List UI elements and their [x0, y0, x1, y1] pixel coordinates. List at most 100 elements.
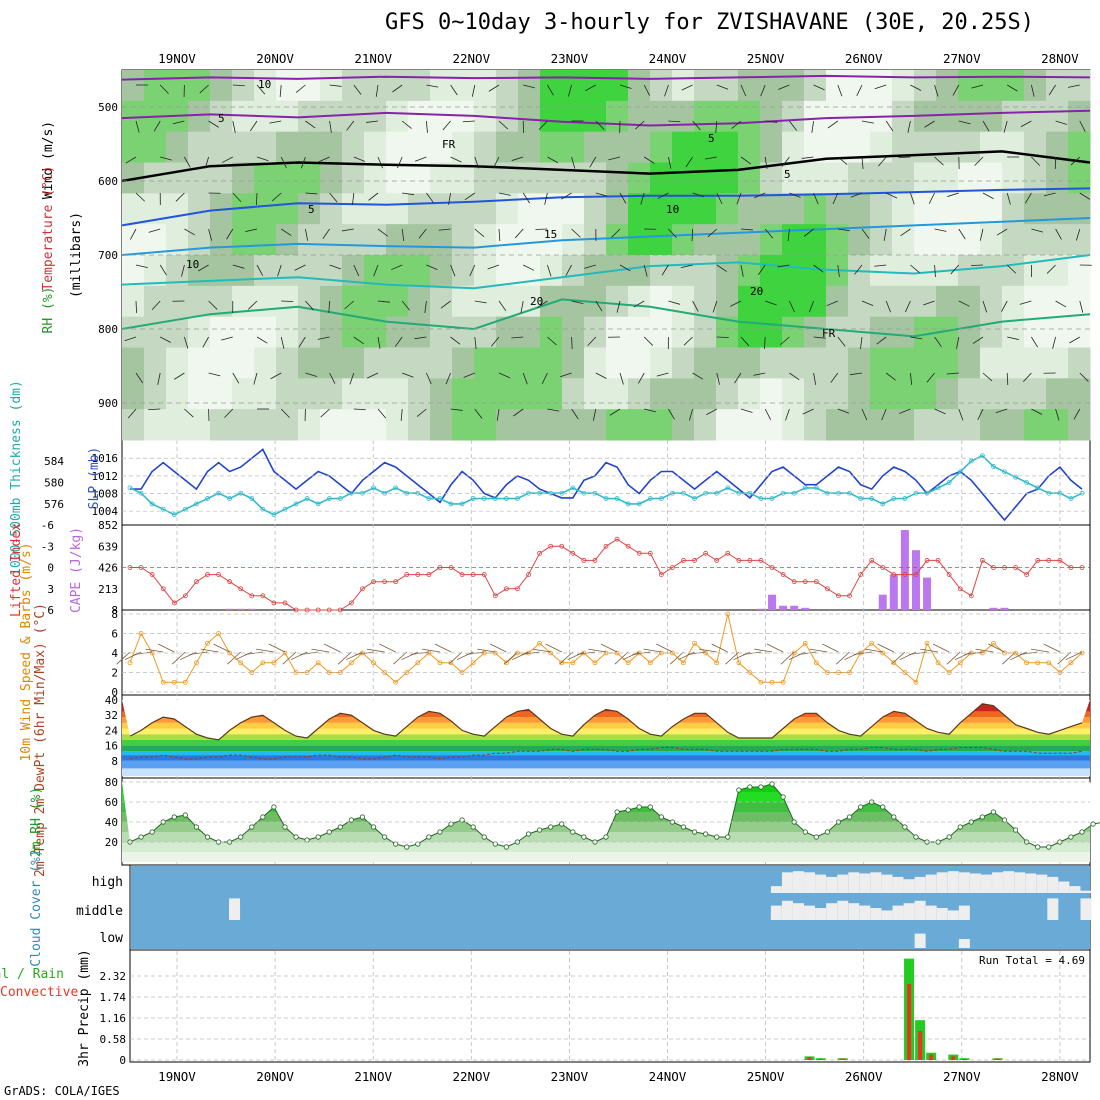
wind-barb — [1079, 372, 1089, 382]
rh-shade-cell — [716, 100, 739, 133]
rh-shade-cell — [430, 347, 453, 379]
rh-shade-cell — [474, 224, 497, 256]
rh-shade-cell — [804, 316, 827, 348]
wind-barb — [779, 336, 790, 346]
rh-point — [370, 824, 377, 830]
rh-shade-cell — [144, 131, 167, 163]
rh-shade-cell — [342, 193, 365, 225]
wind-barb — [789, 120, 797, 131]
lifted-index-point — [725, 550, 731, 556]
rh-shade-cell — [782, 347, 805, 379]
wind-barb — [926, 372, 935, 383]
wind-speed-point — [171, 679, 177, 685]
lifted-index-point — [902, 572, 908, 577]
surface-wind-barb — [1065, 651, 1083, 661]
rh-shade-cell — [342, 224, 365, 256]
wind-barb — [547, 156, 559, 164]
wind-barb — [226, 228, 234, 240]
rh-shade-cell — [936, 378, 959, 410]
rh-shade-cell — [628, 193, 651, 225]
cloud-cell-high — [969, 873, 981, 893]
wind-barb — [1067, 84, 1080, 88]
wind-barb — [390, 264, 403, 271]
rh-shade-cell — [122, 378, 145, 410]
wind-barb — [656, 372, 669, 377]
wind-barb — [157, 372, 161, 385]
rh-shade-cell — [166, 316, 189, 348]
rh-shade-cell — [232, 131, 255, 163]
rh-shade-cell — [606, 347, 629, 379]
wind-barb — [426, 84, 439, 88]
rh-shade-cell — [958, 193, 981, 225]
cloud-cell-high — [992, 872, 1004, 893]
lifted-index-point — [979, 558, 985, 563]
lifted-index-point — [581, 558, 587, 563]
wind-barb — [910, 264, 920, 274]
rh-shade-cell — [562, 193, 585, 225]
rh-shade-cell — [606, 70, 629, 102]
wind-barb — [977, 408, 984, 420]
cloud-cell-high — [859, 873, 871, 893]
rh-shade-cell — [1068, 316, 1091, 348]
thickness-point — [647, 496, 653, 501]
wind-barb — [353, 408, 366, 411]
rh-shade-cell — [694, 100, 717, 133]
rh-shade-cell — [804, 409, 827, 441]
lifted-index-point — [747, 558, 753, 563]
rh-point — [1035, 844, 1041, 850]
rh-point — [481, 834, 487, 840]
rh-shade-cell — [1002, 347, 1025, 379]
cape-tick-label: 213 — [98, 583, 118, 596]
cloud-cell-high — [804, 872, 816, 893]
wind-barb — [692, 120, 701, 131]
rh-shade-cell — [1068, 378, 1091, 410]
rh-shade-cell — [496, 162, 519, 194]
rh-point — [802, 829, 808, 835]
rh-shade-cell — [782, 409, 805, 441]
surface-wind-barb — [559, 651, 574, 665]
rh-shade-cell — [760, 255, 783, 287]
wind-barb — [474, 300, 487, 304]
wind-barb — [366, 120, 379, 123]
rh-shade-cell — [540, 131, 563, 163]
rh-shade-cell — [188, 224, 211, 256]
wind-barb — [135, 120, 140, 133]
wind-barb — [523, 264, 535, 271]
wind-speed-point — [260, 660, 266, 666]
wind-barb — [298, 336, 306, 348]
rh-shade-cell — [408, 409, 431, 441]
rh-shade-cell — [1024, 100, 1047, 133]
rh-shade-cell — [694, 347, 717, 379]
thickness-point — [149, 501, 155, 507]
rh-shade-cell — [430, 285, 453, 318]
wind-barb — [850, 192, 863, 198]
rh-shade-cell — [232, 285, 255, 318]
wind-barb — [883, 228, 887, 241]
rh-tick-label: 40 — [105, 816, 118, 829]
rh-shade-cell — [1046, 409, 1069, 441]
rh-shade-cell — [276, 378, 299, 410]
wind-barb — [279, 84, 282, 97]
surface-wind-barb — [864, 648, 883, 653]
wind-barb — [1055, 228, 1062, 240]
lifted-index-point — [636, 550, 642, 556]
cape-bar — [225, 608, 234, 610]
wind-speed-point — [625, 660, 631, 666]
rh-point — [1046, 844, 1052, 850]
cloud-cell-middle — [1047, 898, 1059, 920]
surface-wind-barb — [355, 651, 374, 655]
rh-shade-cell — [628, 378, 651, 410]
lifted-index-point — [171, 600, 177, 606]
lifted-index-point — [714, 558, 720, 563]
temp-band — [122, 734, 1090, 740]
rh-shade-cell — [650, 409, 673, 441]
rh-shade-cell — [188, 316, 211, 348]
rh-shade-cell — [1046, 100, 1069, 133]
precip-convective-bar — [951, 1056, 956, 1060]
rh-point — [249, 824, 255, 830]
wind-barb — [616, 300, 621, 313]
wind-barb — [764, 408, 771, 420]
rh-shade-cell — [518, 224, 541, 256]
top-date-label: 21NOV — [354, 51, 392, 66]
rh-point — [824, 829, 830, 835]
